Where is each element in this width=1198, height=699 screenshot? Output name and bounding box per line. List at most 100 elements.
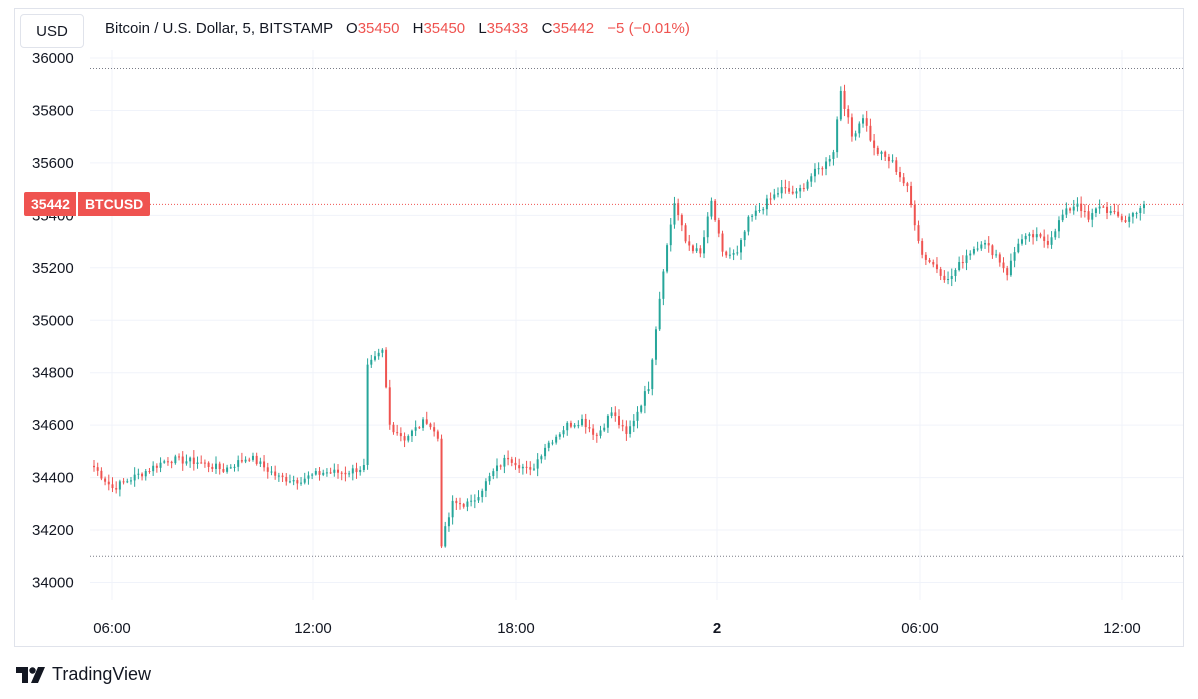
candle [377,348,380,360]
candle-body [913,204,916,226]
candle-body [577,425,580,427]
candle [1032,229,1035,245]
candle [1065,202,1068,218]
candle-body [536,459,539,469]
candle [858,121,861,138]
candle-body [747,216,750,232]
candle [577,420,580,429]
candle-body [1139,208,1142,214]
candle-body [233,466,236,468]
candle-body [222,469,225,472]
candle-body [847,108,850,118]
candle [292,475,295,486]
candle [129,477,132,485]
candle-body [118,481,121,490]
candle-body [1102,206,1105,208]
candle [381,348,384,358]
candle-body [459,503,462,505]
candle [950,268,953,287]
candle-body [288,481,291,483]
candle-body [858,123,861,134]
candle [200,455,203,464]
candle-body [396,432,399,434]
candle [732,249,735,261]
price-tick-label: 35200 [32,260,74,277]
candle [614,406,617,422]
price-axis: 3400034200344003460034800350003520035400… [32,50,74,592]
candle-body [144,471,147,477]
price-tick-label: 34800 [32,365,74,382]
candle [854,130,857,141]
candle [296,477,299,490]
candle [529,461,532,476]
candle [403,432,406,448]
candle-body [924,254,927,260]
candle-body [104,478,107,482]
candle [281,472,284,483]
candle-body [854,133,857,137]
candle [765,194,768,216]
candle-body [699,248,702,254]
candle-body [540,456,543,460]
candle [226,464,229,474]
candle-body [806,181,809,189]
candle [484,478,487,498]
candle-body [736,252,739,254]
candle [695,243,698,253]
candle [976,241,979,252]
candle-body [865,118,868,126]
candle-body [1050,237,1053,245]
candle-body [470,500,473,502]
candle [669,217,672,252]
candle [647,381,650,394]
candle [126,478,129,484]
candle-body [248,459,251,461]
candle [215,456,218,474]
candle [643,385,646,414]
price-tick-label: 34200 [32,522,74,539]
candle [118,479,121,497]
high-label: H [412,20,424,37]
candle [1039,232,1042,239]
candle [329,467,332,474]
high-value: 35450 [423,20,466,37]
candle-body [115,488,118,490]
price-tick-label: 34400 [32,470,74,487]
candle [218,461,221,475]
candle [688,234,691,251]
candle-body [355,468,358,473]
candle-body [762,209,765,211]
candle [725,250,728,258]
candle-body [906,183,909,187]
candle-body [821,168,824,170]
candle [629,420,632,438]
candle [965,249,968,271]
candle-body [1046,240,1049,245]
candle-body [377,352,380,357]
candle-body [403,436,406,441]
candle [625,420,628,441]
candle-body [1061,214,1064,221]
candle-body [429,423,432,428]
candle [325,468,328,477]
candle [751,214,754,222]
candle-body [495,465,498,472]
candle [240,452,243,464]
candle-body [499,465,502,467]
candle [832,149,835,166]
currency-button[interactable]: USD [20,14,84,48]
tradingview-logo[interactable]: TradingView [16,664,151,685]
candle-body [503,457,506,467]
open-label: O [346,20,358,37]
candle-body [514,462,517,466]
candle [340,471,343,481]
candle-body [862,118,865,124]
candle [736,245,739,256]
candle [606,414,609,433]
candle [410,429,413,442]
candle-body [666,245,669,272]
candle [917,220,920,244]
candle-body [1113,211,1116,213]
candle [422,417,425,431]
